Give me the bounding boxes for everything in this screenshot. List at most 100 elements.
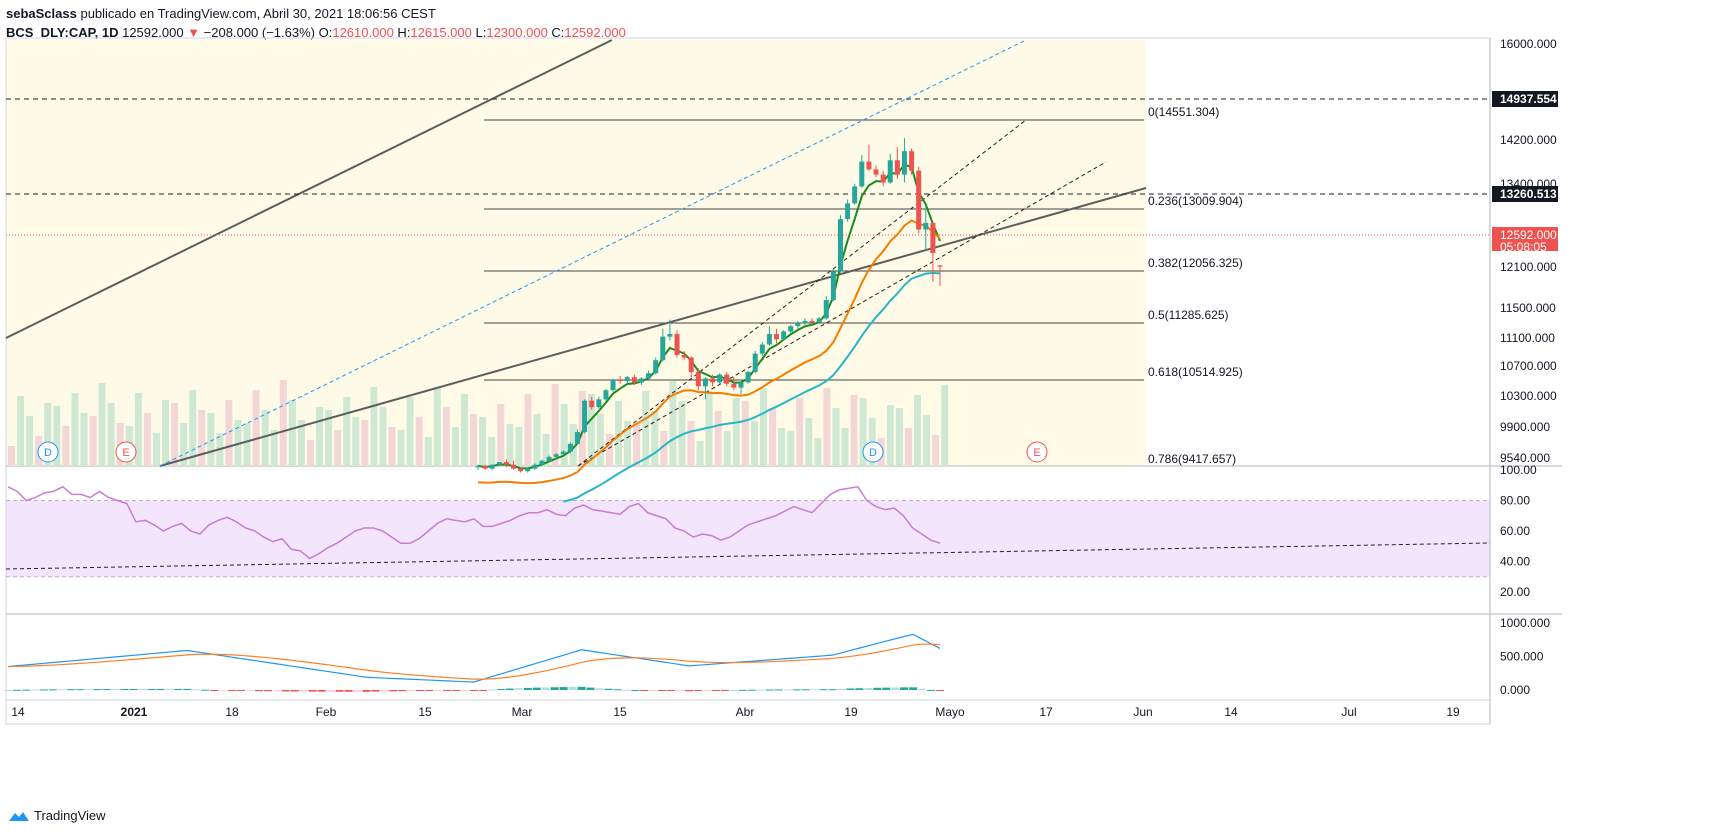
time-axis-tick: Jun xyxy=(1133,705,1152,719)
volume-bar xyxy=(941,385,949,466)
background-layer xyxy=(6,40,1490,577)
macd-histogram-bar xyxy=(891,687,900,690)
macd-histogram-bar xyxy=(550,687,559,690)
event-marker-label: E xyxy=(1033,447,1040,459)
volume-bar xyxy=(279,380,287,466)
volume-bar xyxy=(769,408,777,466)
volume-bar xyxy=(461,394,468,466)
publish-line: sebaSclass publicado en TradingView.com,… xyxy=(6,4,626,23)
volume-bar xyxy=(615,401,623,466)
macd-histogram-bar xyxy=(783,689,792,691)
macd-histogram-bar xyxy=(720,690,729,691)
axis-layer: 16000.00014200.00013400.00012100.0001150… xyxy=(11,37,1558,719)
macd-histogram-bar xyxy=(855,688,864,690)
macd-histogram-bar xyxy=(676,690,685,692)
candle-body xyxy=(475,466,481,468)
macd-histogram-bar xyxy=(882,687,891,690)
event-marker-label: D xyxy=(869,447,877,459)
macd-histogram-bar xyxy=(183,688,192,690)
volume-bar xyxy=(143,413,151,466)
author-name[interactable]: sebaSclass xyxy=(6,6,77,21)
volume-bar xyxy=(134,393,142,466)
candle-body xyxy=(638,378,644,383)
volume-bar xyxy=(71,393,79,466)
volume-bar xyxy=(26,416,34,466)
volume-bar xyxy=(904,428,912,466)
last-price: 12592.000 xyxy=(122,25,184,40)
volume-bar xyxy=(895,408,903,466)
volume-bar xyxy=(542,434,550,466)
open-value: 12610.000 xyxy=(332,25,394,40)
candle-body xyxy=(496,462,502,465)
macd-histogram-bar xyxy=(317,690,326,692)
macd-histogram-bar xyxy=(595,688,604,690)
macd-line xyxy=(7,633,941,683)
indicator-layer xyxy=(4,163,944,692)
symbol-label[interactable]: BCS_DLY:CAP, 1D xyxy=(6,25,119,40)
macd-histogram-bar xyxy=(4,690,12,691)
candle-body xyxy=(525,468,531,472)
event-marker-label: E xyxy=(122,447,129,459)
macd-histogram-bar xyxy=(765,689,774,691)
macd-histogram-bar xyxy=(362,690,371,692)
time-axis-tick: 14 xyxy=(1224,705,1238,719)
macd-histogram-bar xyxy=(478,690,487,691)
candle-body xyxy=(852,186,858,204)
rsi-band xyxy=(6,500,1490,577)
rsi-axis-tick: 60.00 xyxy=(1500,524,1530,538)
price-axis-tick: 14200.000 xyxy=(1500,133,1557,147)
macd-histogram-bar xyxy=(111,689,120,691)
volume-bar xyxy=(687,421,695,466)
event-marker-label: D xyxy=(44,447,52,459)
macd-histogram-bar xyxy=(156,688,165,690)
volume-bar xyxy=(633,424,641,466)
candle-body xyxy=(518,468,524,472)
candle-body xyxy=(681,354,687,358)
volume-bar xyxy=(171,403,179,466)
volume-bar xyxy=(624,421,632,466)
candle-body xyxy=(582,400,588,433)
macd-axis-tick: 500.000 xyxy=(1500,650,1544,664)
candle-body xyxy=(646,373,652,379)
macd-histogram-bar xyxy=(936,690,944,691)
tradingview-footer[interactable]: TradingView xyxy=(8,808,106,823)
volume-bar xyxy=(759,388,767,466)
fib-level-label: 0.382(12056.325) xyxy=(1148,256,1243,270)
volume-bar xyxy=(479,417,487,466)
volume-bar xyxy=(488,437,496,466)
macd-histogram-bar xyxy=(828,689,837,691)
volume-bar xyxy=(89,416,97,466)
candle-body xyxy=(731,383,737,388)
volume-bar xyxy=(162,400,170,466)
price-label-text: 12592.000 xyxy=(1500,228,1557,242)
time-axis-tick: 17 xyxy=(1039,705,1053,719)
publish-info: publicado en TradingView.com, Abril 30, … xyxy=(80,6,436,21)
macd-histogram-bar xyxy=(747,689,756,691)
close-value: 12592.000 xyxy=(564,25,626,40)
time-axis-tick: 14 xyxy=(11,705,25,719)
macd-histogram-bar xyxy=(57,689,66,691)
candle-body xyxy=(845,203,851,220)
chart-header: sebaSclass publicado en TradingView.com,… xyxy=(6,4,626,42)
candle-body xyxy=(546,456,552,461)
ohlc-line: BCS_DLY:CAP, 1D 12592.000 ▼ −208.000 (−1… xyxy=(6,23,626,42)
candle-body xyxy=(539,460,545,465)
volume-bar xyxy=(796,398,804,466)
candle-body xyxy=(738,382,744,388)
rsi-axis-tick: 20.00 xyxy=(1500,585,1530,599)
down-arrow-icon: ▼ xyxy=(187,25,201,40)
macd-histogram-bar xyxy=(559,687,568,690)
macd-axis-tick: 0.000 xyxy=(1500,683,1530,697)
volume-bar xyxy=(44,403,52,466)
macd-histogram-bar xyxy=(864,687,873,690)
fib-level-label: 0.5(11285.625) xyxy=(1148,308,1229,322)
candle-body xyxy=(830,271,836,301)
candle-body xyxy=(674,334,680,355)
macd-histogram-bar xyxy=(245,690,254,691)
macd-histogram-bar xyxy=(210,690,219,691)
price-axis-tick: 16000.000 xyxy=(1500,37,1557,51)
time-axis-tick: Jul xyxy=(1341,705,1356,719)
candle-body xyxy=(710,378,716,383)
macd-histogram-bar xyxy=(918,688,927,690)
